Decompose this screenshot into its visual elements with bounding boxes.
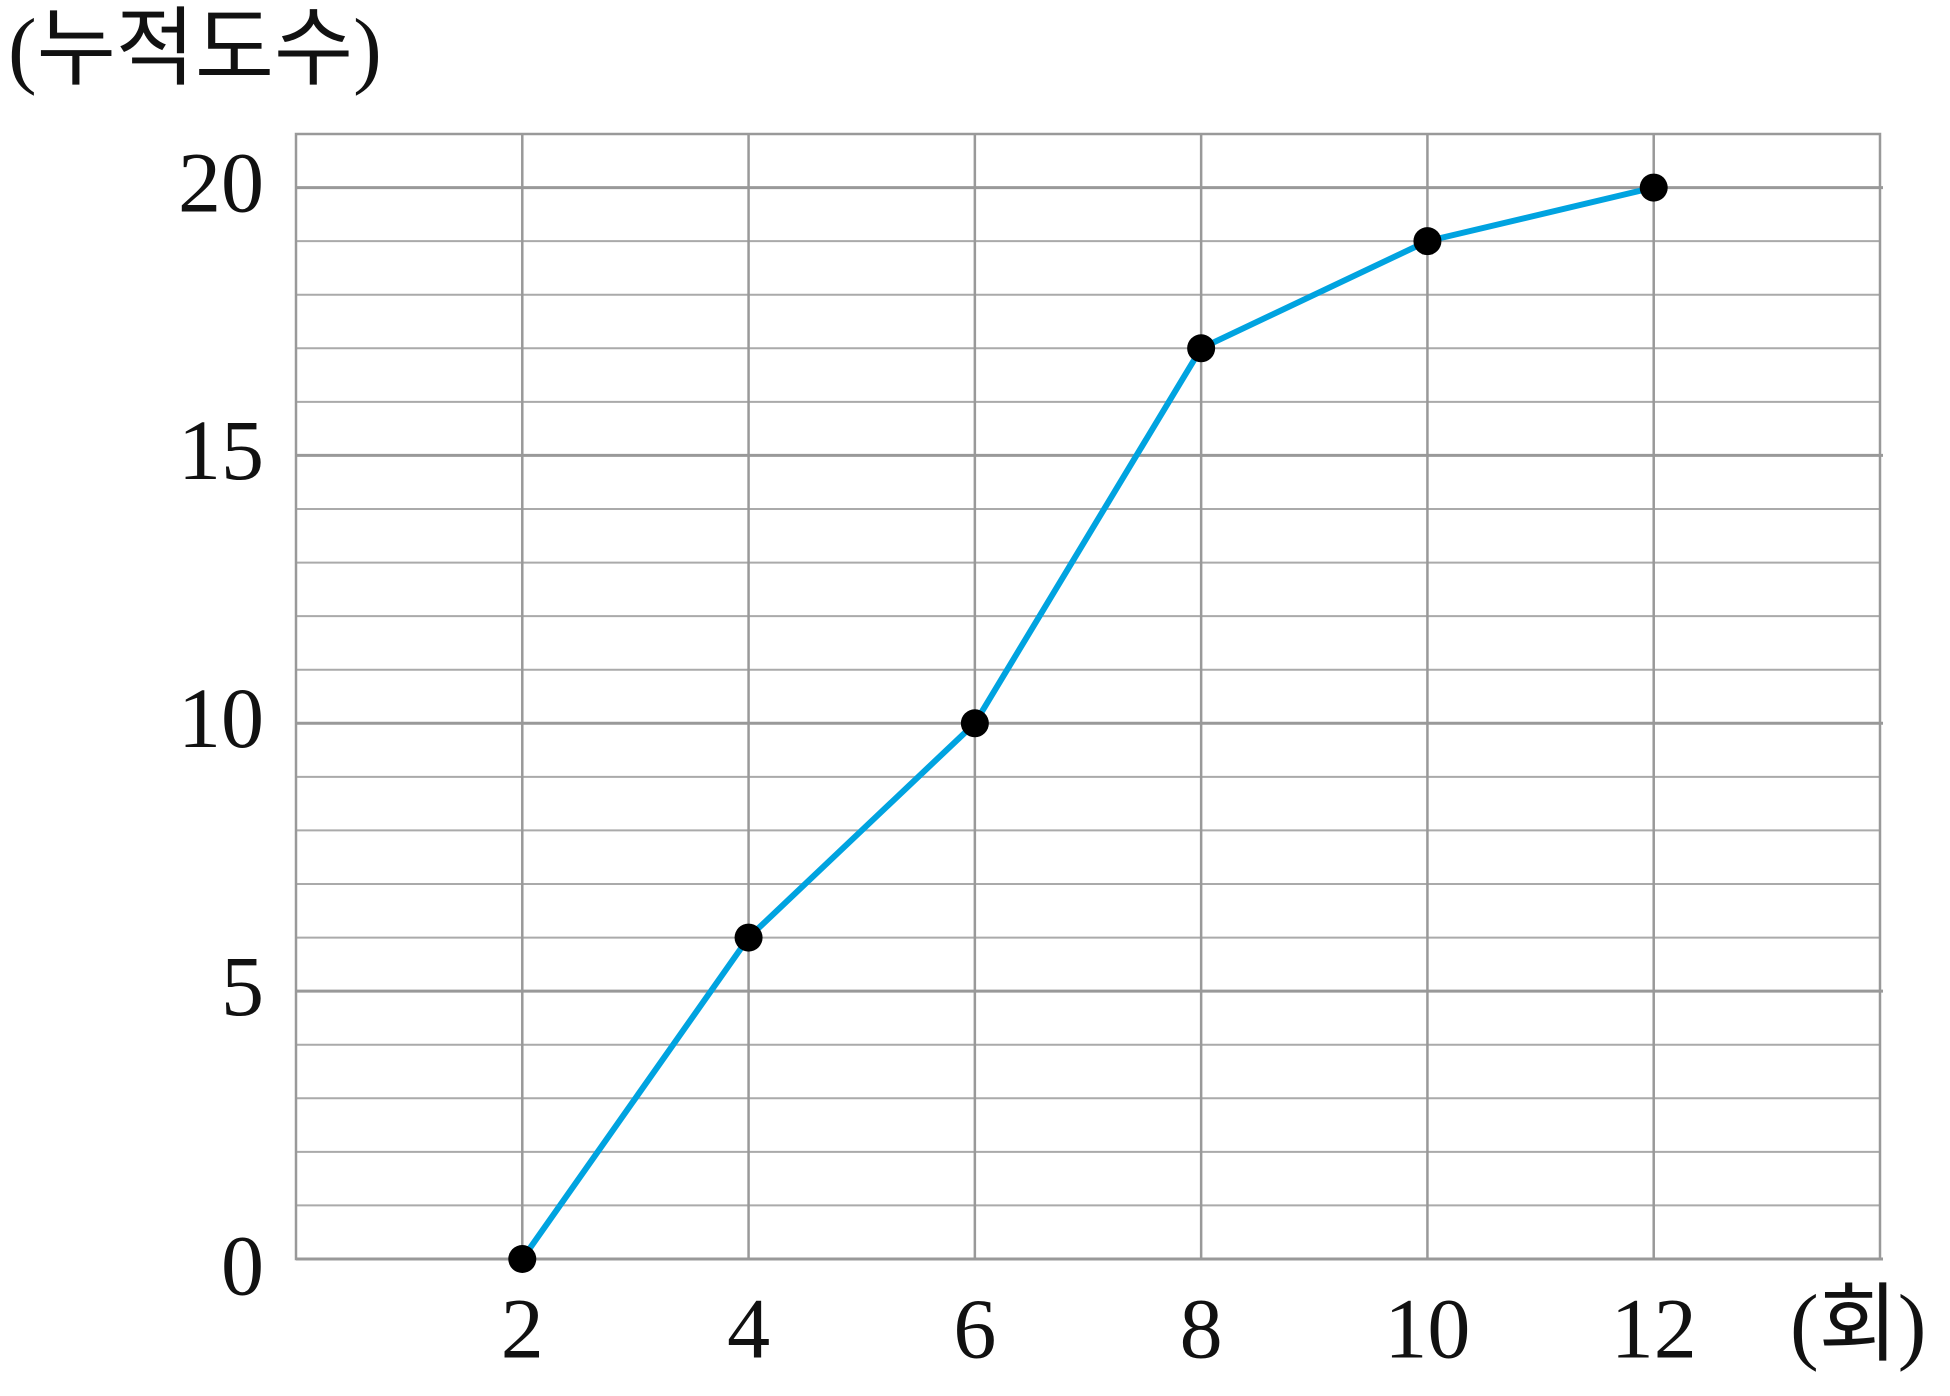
x-tick-label: 6 bbox=[953, 1281, 996, 1377]
point bbox=[1187, 334, 1216, 363]
plot-frame bbox=[294, 132, 1882, 1261]
point bbox=[1413, 227, 1442, 256]
y-tick-label: 20 bbox=[178, 134, 264, 230]
y-tick-label: 5 bbox=[221, 938, 264, 1034]
y-tick-label: 10 bbox=[178, 670, 264, 766]
x-tick-label: 10 bbox=[1384, 1281, 1470, 1377]
x-tick-label: 2 bbox=[501, 1281, 544, 1377]
point bbox=[1639, 173, 1668, 202]
point bbox=[734, 923, 763, 952]
x-tick-label: 12 bbox=[1611, 1281, 1697, 1377]
x-axis-label: (회) bbox=[1790, 1277, 1926, 1373]
point bbox=[960, 709, 989, 738]
x-tick-label: 8 bbox=[1180, 1281, 1223, 1377]
y-tick-label: 0 bbox=[221, 1218, 264, 1314]
x-tick-label: 4 bbox=[727, 1281, 770, 1377]
line bbox=[519, 184, 1655, 1261]
point bbox=[508, 1245, 537, 1273]
y-tick-label: 15 bbox=[178, 402, 264, 498]
y-axis-label: (누적도수) bbox=[8, 1, 382, 97]
